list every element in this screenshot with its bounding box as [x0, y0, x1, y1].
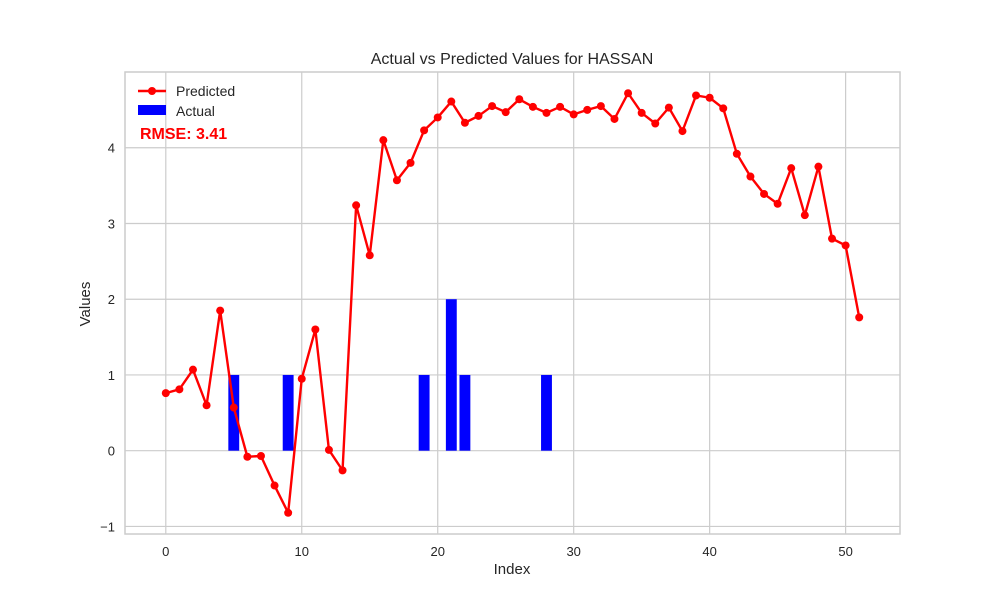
plot-frame — [124, 71, 901, 535]
actual-bar — [418, 374, 430, 451]
x-tick-label: 30 — [566, 544, 580, 559]
y-tick-label: 0 — [108, 444, 115, 459]
predicted-point — [161, 389, 170, 398]
predicted-point — [460, 118, 469, 127]
legend-actual-swatch — [138, 105, 166, 115]
legend-predicted-label: Predicted — [176, 83, 235, 99]
predicted-point — [692, 91, 701, 100]
predicted-point — [828, 234, 837, 243]
predicted-point — [297, 374, 306, 383]
y-axis-label: Values — [77, 282, 94, 327]
predicted-point — [188, 365, 197, 374]
predicted-line — [165, 92, 861, 514]
y-tick-labels: −1 0 1 2 3 4 — [100, 141, 115, 535]
x-tick-label: 50 — [838, 544, 852, 559]
actual-bar — [282, 374, 294, 451]
predicted-point — [719, 104, 728, 113]
x-tick-label: 0 — [162, 544, 169, 559]
predicted-point — [515, 95, 524, 104]
predicted-point — [528, 102, 537, 111]
predicted-point — [324, 445, 333, 454]
predicted-point — [542, 108, 551, 117]
predicted-point — [474, 111, 483, 120]
predicted-point — [624, 89, 633, 98]
predicted-point — [583, 105, 592, 114]
legend: Predicted Actual — [138, 83, 235, 119]
predicted-point — [256, 451, 265, 460]
y-tick-label: 1 — [108, 368, 115, 383]
legend-predicted-swatch-marker — [148, 87, 156, 95]
y-tick-label: 2 — [108, 292, 115, 307]
x-tick-label: 10 — [295, 544, 309, 559]
grid — [125, 72, 900, 534]
actual-bar — [541, 374, 552, 451]
predicted-point — [800, 211, 809, 220]
actual-bar — [459, 374, 471, 451]
predicted-point — [610, 114, 619, 123]
predicted-point — [216, 306, 225, 315]
predicted-point — [338, 466, 347, 475]
predicted-point — [311, 325, 320, 334]
predicted-point — [651, 119, 660, 128]
y-tick-label: 4 — [108, 141, 115, 156]
x-tick-labels: 0 10 20 30 40 50 — [162, 544, 853, 559]
predicted-point — [664, 103, 673, 112]
predicted-point — [284, 508, 293, 517]
predicted-series — [161, 89, 864, 517]
x-tick-label: 20 — [430, 544, 444, 559]
predicted-point — [243, 452, 252, 461]
predicted-point — [596, 102, 605, 111]
actual-bar — [228, 374, 240, 451]
x-tick-label: 40 — [702, 544, 716, 559]
predicted-point — [406, 158, 415, 167]
legend-actual-label: Actual — [176, 103, 215, 119]
predicted-point — [787, 164, 796, 173]
chart-title: Actual vs Predicted Values for HASSAN — [371, 51, 654, 68]
x-axis-label: Index — [494, 561, 531, 578]
predicted-point — [229, 403, 238, 412]
predicted-point — [202, 401, 211, 410]
predicted-point — [352, 201, 361, 210]
predicted-point — [841, 241, 850, 250]
predicted-point — [760, 189, 769, 198]
predicted-point — [637, 108, 646, 117]
predicted-point — [773, 199, 782, 208]
actual-bars — [228, 299, 552, 451]
predicted-point — [705, 93, 714, 102]
actual-bar — [445, 299, 457, 451]
predicted-point — [678, 127, 687, 136]
predicted-point — [569, 110, 578, 119]
rmse-annotation: RMSE: 3.41 — [140, 126, 227, 143]
predicted-point — [420, 126, 429, 135]
plot-background — [125, 72, 900, 534]
predicted-point — [392, 176, 401, 185]
predicted-point — [855, 313, 864, 322]
predicted-point — [501, 108, 510, 117]
predicted-point — [175, 385, 184, 394]
predicted-point — [270, 481, 279, 490]
predicted-point — [365, 251, 374, 260]
predicted-point — [814, 162, 823, 171]
y-tick-label: 3 — [108, 216, 115, 231]
predicted-point — [379, 136, 388, 145]
predicted-point — [433, 113, 442, 122]
predicted-point — [488, 102, 497, 111]
predicted-point — [732, 149, 741, 158]
y-tick-label: −1 — [100, 519, 115, 534]
predicted-point — [746, 172, 755, 181]
predicted-point — [447, 97, 456, 106]
predicted-point — [556, 102, 565, 111]
